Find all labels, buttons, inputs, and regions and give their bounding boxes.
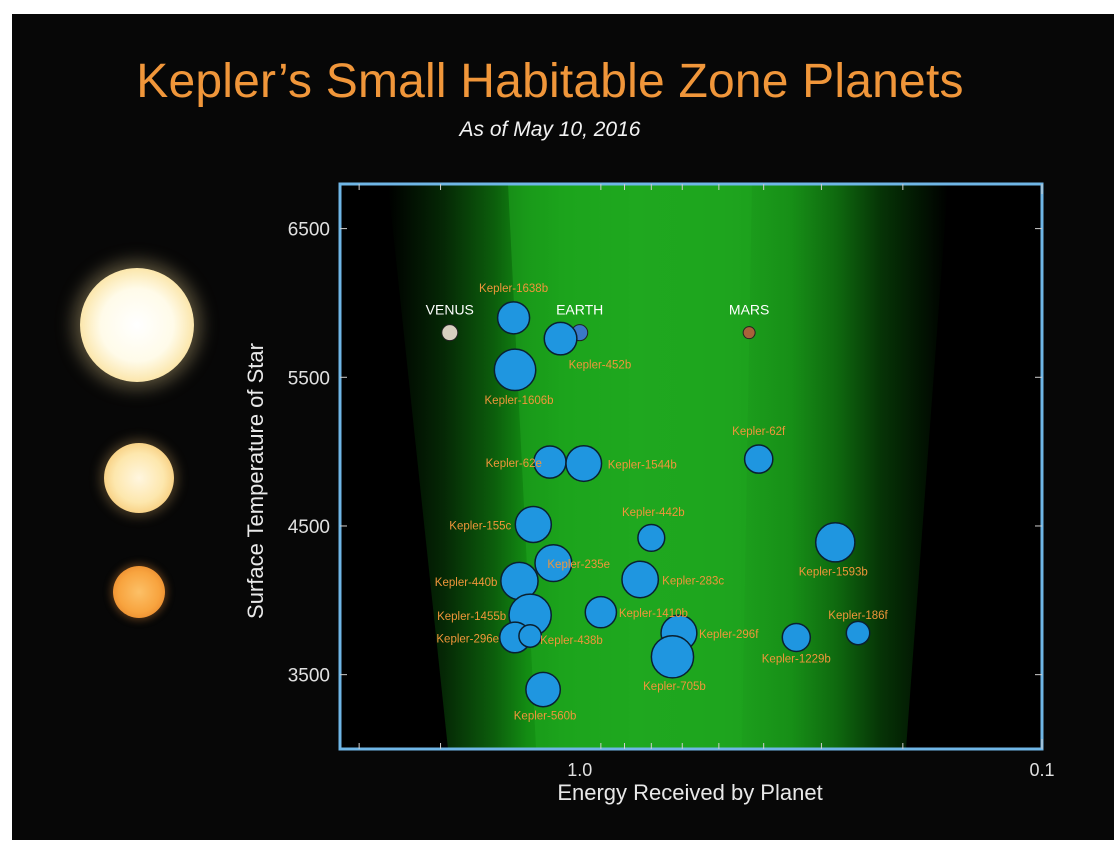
y-tick-label: 6500 [288,220,330,241]
planet-kepler-1229b [781,622,812,653]
planet-label: Kepler-442b [622,507,685,519]
planet-label: Kepler-452b [569,360,632,372]
planet-label: Kepler-1455b [437,611,506,623]
planet-kepler-438b [518,624,543,648]
planet-kepler-1606b [493,348,537,392]
planet-label: Kepler-296f [699,629,759,641]
planet-label: Kepler-186f [828,610,888,622]
solar-planet-label: VENUS [426,302,474,318]
star-hot-icon [80,268,194,382]
solar-planet-venus [441,324,459,342]
planet-label: Kepler-296e [436,633,499,645]
y-tick-label: 5500 [288,368,330,389]
planet-label: Kepler-1410b [619,608,688,620]
planet-kepler-1638b [496,301,531,335]
planet-label: Kepler-1638b [479,283,548,295]
star-cool-icon [113,566,165,618]
solar-planet-mars [742,326,756,340]
plot-frame [338,182,1044,751]
planet-label: Kepler-1544b [608,460,677,472]
planet-kepler-705b [650,634,695,679]
planet-label: Kepler-438b [540,635,603,647]
planet-kepler-62f [743,444,774,474]
planet-kepler-1544b [565,444,603,483]
page-title: Kepler’s Small Habitable Zone Planets [136,55,964,108]
planet-kepler-186f [845,620,871,646]
planet-label: Kepler-283c [662,576,724,588]
planet-label: Kepler-62e [486,458,542,470]
planet-label: Kepler-62f [732,426,786,438]
x-tick-label: 1.0 [567,760,592,780]
planet-label: Kepler-235e [547,559,610,571]
page-subtitle: As of May 10, 2016 [459,118,641,141]
y-tick-label: 4500 [288,517,330,538]
planet-kepler-442b [637,523,666,553]
planet-kepler-560b [525,671,562,708]
planet-label: Kepler-155c [449,520,511,532]
planet-label: Kepler-440b [435,577,498,589]
x-axis-label: Energy Received by Planet [557,780,823,805]
planet-kepler-452b [543,321,578,356]
planet-label: Kepler-1593b [799,566,868,578]
x-tick-label: 0.1 [1029,760,1054,780]
y-tick-label: 3500 [288,666,330,687]
solar-planet-label: EARTH [556,302,603,318]
planet-label: Kepler-1229b [762,653,831,665]
planet-kepler-235e [534,543,573,583]
planet-kepler-1410b [584,595,618,629]
y-axis-label: Surface Temperature of Star [243,343,268,619]
solar-planet-label: MARS [729,302,769,318]
planet-kepler-155c [514,505,553,544]
star-warm-icon [104,443,174,513]
planet-kepler-1593b [814,521,856,563]
planet-kepler-283c [621,560,660,599]
planet-label: Kepler-560b [514,711,577,723]
planet-label: Kepler-1606b [485,395,554,407]
planet-label: Kepler-705b [643,681,706,693]
